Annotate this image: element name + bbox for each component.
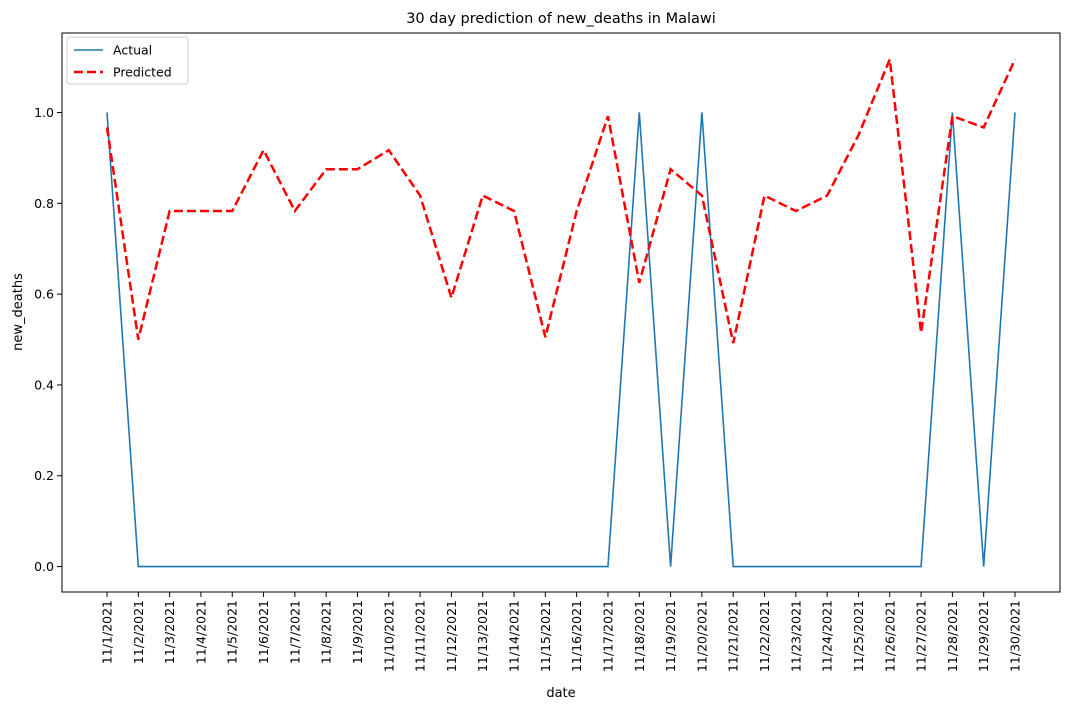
series-line-actual <box>106 112 1016 568</box>
x-tick-label: 11/5/2021 <box>225 600 240 664</box>
legend: Actual Predicted <box>66 36 189 85</box>
x-tick-label: 11/18/2021 <box>632 600 647 672</box>
x-tick-label: 11/28/2021 <box>945 600 960 672</box>
plot-area: 0.0 0.2 0.4 0.6 0.8 1.0 11/1/2021 11/2/2021 11/3… <box>34 32 1061 672</box>
y-axis-label: new_deaths <box>11 273 26 351</box>
x-tick-label: 11/3/2021 <box>162 600 177 664</box>
x-axis-label: date <box>546 686 575 701</box>
legend-label-predicted: Predicted <box>113 65 172 80</box>
series-line-predicted <box>105 54 1017 344</box>
x-tick-label: 11/30/2021 <box>1008 600 1023 672</box>
x-tick-label: 11/10/2021 <box>381 600 396 672</box>
x-tick-label: 11/17/2021 <box>600 600 615 672</box>
x-tick-label: 11/7/2021 <box>287 600 302 664</box>
x-tick-label: 11/24/2021 <box>820 600 835 672</box>
legend-box <box>66 36 189 85</box>
x-tick-label: 11/6/2021 <box>256 600 271 664</box>
x-tick-label: 11/23/2021 <box>788 600 803 672</box>
y-tick-label: 0.4 <box>34 377 54 392</box>
x-tick-label: 11/2/2021 <box>131 600 146 664</box>
x-tick-label: 11/9/2021 <box>350 600 365 664</box>
x-tick-label: 11/15/2021 <box>538 600 553 672</box>
x-tick-label: 11/19/2021 <box>663 600 678 672</box>
chart-title: 30 day prediction of new_deaths in Malaw… <box>406 11 716 27</box>
x-tick-label: 11/25/2021 <box>851 600 866 672</box>
y-tick-label: 0.6 <box>34 287 54 302</box>
x-tick-label: 11/26/2021 <box>882 600 897 672</box>
x-tick-label: 11/14/2021 <box>507 600 522 672</box>
x-tick-label: 11/27/2021 <box>914 600 929 672</box>
x-tick-label: 11/11/2021 <box>413 600 428 672</box>
axes-frame <box>61 32 1061 593</box>
x-tick-label: 11/8/2021 <box>319 600 334 664</box>
legend-label-actual: Actual <box>113 43 152 58</box>
x-tick-label: 11/16/2021 <box>569 600 584 672</box>
x-tick-label: 11/12/2021 <box>444 600 459 672</box>
y-tick-label: 0.0 <box>34 559 54 574</box>
x-tick-label: 11/22/2021 <box>757 600 772 672</box>
y-tick-label: 1.0 <box>34 105 54 120</box>
x-tick-label: 11/29/2021 <box>976 600 991 672</box>
y-tick-label: 0.2 <box>34 468 54 483</box>
y-tick-label: 0.8 <box>34 196 54 211</box>
x-tick-label: 11/13/2021 <box>475 600 490 672</box>
x-tick-label: 11/1/2021 <box>100 600 115 664</box>
x-tick-label: 11/21/2021 <box>726 600 741 672</box>
x-tick-label: 11/20/2021 <box>694 600 709 672</box>
x-tick-label: 11/4/2021 <box>193 600 208 664</box>
